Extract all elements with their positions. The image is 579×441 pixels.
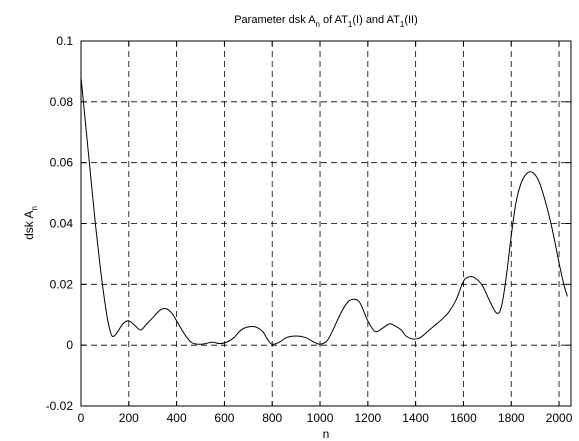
x-tick-label: 0 — [78, 411, 85, 425]
x-tick-label: 800 — [262, 411, 282, 425]
x-tick-label: 1200 — [354, 411, 381, 425]
x-tick-label: 400 — [167, 411, 187, 425]
y-tick-labels: -0.02 0 0.02 0.04 0.06 0.08 0.1 — [46, 34, 74, 413]
axis-ticks — [80, 40, 571, 407]
y-axis-label: dsk An — [22, 206, 39, 240]
x-tick-label: 200 — [119, 411, 139, 425]
y-tick-label: 0.08 — [50, 95, 74, 109]
chart-title: Parameter dsk An of AT1(I) and AT1(II) — [234, 14, 418, 29]
x-tick-label: 1800 — [498, 411, 525, 425]
x-axis-label: n — [323, 427, 330, 441]
y-tick-label: 0.02 — [50, 277, 74, 291]
y-tick-label: -0.02 — [46, 399, 74, 413]
y-tick-label: 0.06 — [50, 156, 74, 170]
x-tick-label: 1600 — [450, 411, 477, 425]
y-tick-label: 0.04 — [50, 217, 74, 231]
x-tick-label: 1400 — [402, 411, 429, 425]
series-line — [80, 77, 568, 345]
y-tick-label: 0.1 — [56, 34, 73, 48]
y-tick-label: 0 — [66, 338, 73, 352]
x-tick-label: 1000 — [307, 411, 334, 425]
x-tick-label: 600 — [214, 411, 234, 425]
x-tick-label: 2000 — [546, 411, 573, 425]
grid-lines — [81, 41, 571, 406]
x-tick-labels: 0 200 400 600 800 1000 1200 1400 1600 1800 2000 — [78, 411, 573, 425]
